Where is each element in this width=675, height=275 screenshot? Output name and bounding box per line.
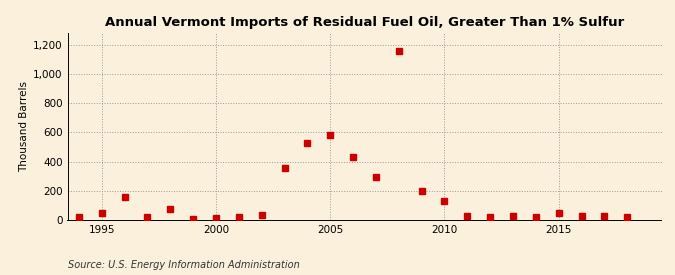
Y-axis label: Thousand Barrels: Thousand Barrels	[19, 81, 29, 172]
Text: Source: U.S. Energy Information Administration: Source: U.S. Energy Information Administ…	[68, 260, 299, 270]
Title: Annual Vermont Imports of Residual Fuel Oil, Greater Than 1% Sulfur: Annual Vermont Imports of Residual Fuel …	[105, 16, 624, 29]
